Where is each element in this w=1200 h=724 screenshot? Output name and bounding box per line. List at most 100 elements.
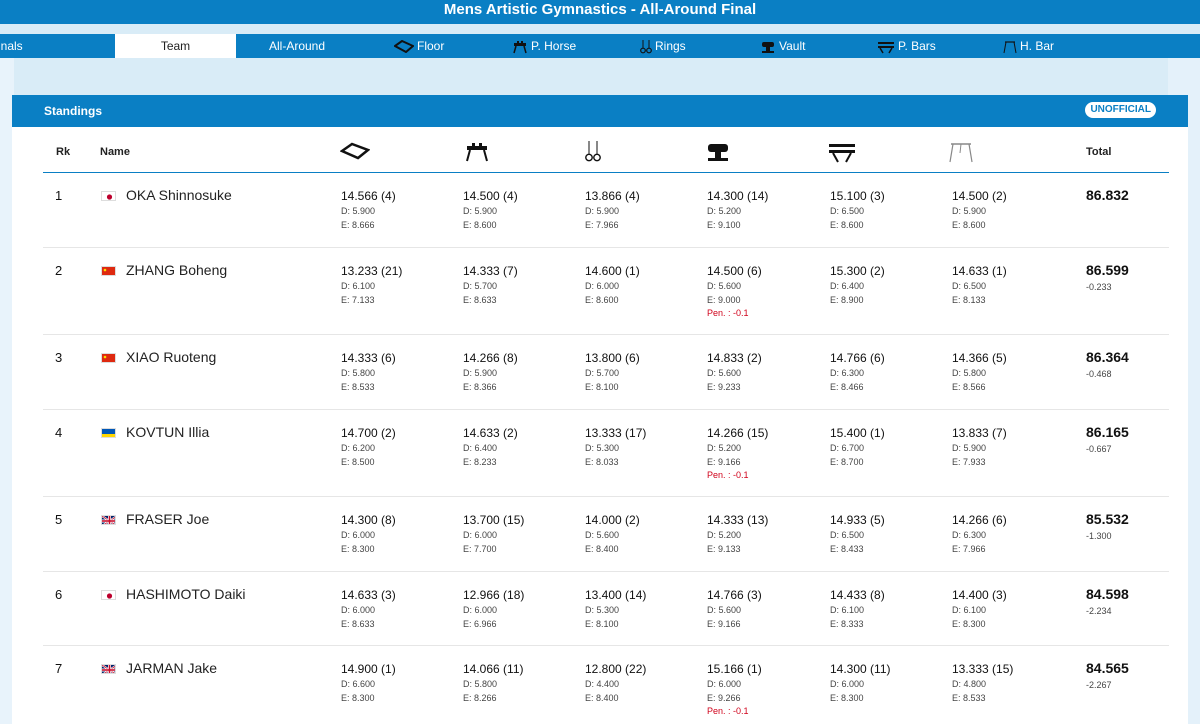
- apparatus-score-pommel-horse: 13.700 (15) D: 6.000 E: 7.700: [463, 513, 573, 555]
- d-score: D: 6.000: [707, 679, 742, 689]
- athlete-name[interactable]: JARMAN Jake: [126, 660, 218, 676]
- d-score: D: 6.000: [463, 530, 498, 540]
- rank: 6: [55, 587, 63, 602]
- status-badge: UNOFFICIAL: [1085, 102, 1156, 118]
- tab-vault[interactable]: Vault: [760, 34, 805, 58]
- athlete-name[interactable]: OKA Shinnosuke: [126, 187, 232, 203]
- apparatus-score-parallel-bars: 15.400 (1) D: 6.700 E: 8.700: [830, 426, 940, 468]
- apparatus-score-vault: 14.300 (14) D: 5.200 E: 9.100: [707, 189, 817, 231]
- e-score: E: 7.700: [463, 544, 497, 554]
- e-score: E: 8.633: [341, 619, 375, 629]
- apparatus-score-pommel-horse: 14.266 (8) D: 5.900 E: 8.366: [463, 351, 573, 393]
- apparatus-score-rings: 14.000 (2) D: 5.600 E: 8.400: [585, 513, 695, 555]
- score: 15.100 (3): [830, 189, 885, 203]
- score: 14.700 (2): [341, 426, 396, 440]
- parallel-bars-icon: [828, 141, 856, 163]
- apparatus-score-parallel-bars: 15.100 (3) D: 6.500 E: 8.600: [830, 189, 940, 231]
- score: 14.300 (14): [707, 189, 769, 203]
- tab-all-around[interactable]: All-Around: [236, 34, 358, 58]
- d-score: D: 5.300: [585, 443, 620, 453]
- penalty: Pen. : -0.1: [707, 706, 749, 716]
- d-score: D: 6.700: [830, 443, 865, 453]
- table-row[interactable]: 1 OKA Shinnosuke 14.566 (4) D: 5.900 E: 8.66…: [43, 173, 1169, 248]
- total-value: 86.364: [1086, 349, 1129, 365]
- e-score: E: 8.600: [830, 220, 864, 230]
- total-gap: -2.234: [1086, 606, 1112, 616]
- rank: 3: [55, 350, 63, 365]
- apparatus-score-high-bar: 13.333 (15) D: 4.800 E: 8.533: [952, 662, 1062, 704]
- score: 14.000 (2): [585, 513, 640, 527]
- athlete-name[interactable]: FRASER Joe: [126, 511, 210, 527]
- score: 14.500 (6): [707, 264, 762, 278]
- athlete-name[interactable]: KOVTUN Illia: [126, 424, 210, 440]
- apparatus-score-vault: 14.766 (3) D: 5.600 E: 9.166: [707, 588, 817, 630]
- tab-finals[interactable]: inals: [0, 39, 23, 53]
- score: 14.500 (2): [952, 189, 1007, 203]
- total-value: 84.565: [1086, 660, 1129, 676]
- penalty: Pen. : -0.1: [707, 470, 749, 480]
- athlete-name[interactable]: HASHIMOTO Daiki: [126, 586, 246, 602]
- d-score: D: 6.500: [830, 530, 865, 540]
- japan-flag: [101, 191, 116, 201]
- d-score: D: 5.700: [585, 368, 620, 378]
- d-score: D: 5.900: [463, 368, 498, 378]
- vault-icon: [705, 141, 731, 163]
- china-flag: [101, 353, 116, 363]
- total-gap: -1.300: [1086, 531, 1112, 541]
- e-score: E: 8.266: [463, 693, 497, 703]
- total-score: 84.565 -2.267: [1086, 660, 1166, 690]
- apparatus-score-floor: 13.233 (21) D: 6.100 E: 7.133: [341, 264, 451, 306]
- score: 13.700 (15): [463, 513, 525, 527]
- tab-high-bar[interactable]: H. Bar: [1003, 34, 1054, 58]
- total-score: 86.364 -0.468: [1086, 349, 1166, 379]
- e-score: E: 8.033: [585, 457, 619, 467]
- total-gap: -0.233: [1086, 282, 1112, 292]
- d-score: D: 5.900: [585, 206, 620, 216]
- score: 15.300 (2): [830, 264, 885, 278]
- score: 14.266 (15): [707, 426, 769, 440]
- tab-pommel-horse[interactable]: P. Horse: [512, 34, 576, 58]
- total-gap: -0.468: [1086, 369, 1112, 379]
- apparatus-score-vault: 14.833 (2) D: 5.600 E: 9.233: [707, 351, 817, 393]
- rank: 1: [55, 188, 63, 203]
- tab-parallel-bars[interactable]: P. Bars: [877, 34, 936, 58]
- total-score: 86.599 -0.233: [1086, 262, 1166, 292]
- score: 13.333 (15): [952, 662, 1014, 676]
- apparatus-score-high-bar: 14.400 (3) D: 6.100 E: 8.300: [952, 588, 1062, 630]
- score: 14.566 (4): [341, 189, 396, 203]
- table-row[interactable]: 7 JARMAN Jake 14.900 (1) D: 6.600 E: 8.300 14…: [43, 646, 1169, 724]
- d-score: D: 5.800: [341, 368, 376, 378]
- d-score: D: 6.000: [830, 679, 865, 689]
- tab-floor[interactable]: Floor: [394, 34, 444, 58]
- d-score: D: 5.800: [463, 679, 498, 689]
- e-score: E: 9.000: [707, 295, 741, 305]
- score: 14.900 (1): [341, 662, 396, 676]
- uk-flag: [101, 515, 116, 525]
- table-row[interactable]: 3 XIAO Ruoteng 14.333 (6) D: 5.800 E: 8.533 1…: [43, 335, 1169, 410]
- table-row[interactable]: 2 ZHANG Boheng 13.233 (21) D: 6.100 E: 7.133…: [43, 248, 1169, 335]
- score: 14.600 (1): [585, 264, 640, 278]
- e-score: E: 8.233: [463, 457, 497, 467]
- pommel-horse-icon: [512, 40, 528, 54]
- d-score: D: 5.900: [952, 443, 987, 453]
- apparatus-score-floor: 14.300 (8) D: 6.000 E: 8.300: [341, 513, 451, 555]
- total-value: 86.599: [1086, 262, 1129, 278]
- score: 14.366 (5): [952, 351, 1007, 365]
- score: 12.800 (22): [585, 662, 647, 676]
- tab-rings[interactable]: Rings: [640, 34, 686, 58]
- table-row[interactable]: 6 HASHIMOTO Daiki 14.633 (3) D: 6.000 E: 8.6…: [43, 572, 1169, 646]
- athlete-name[interactable]: ZHANG Boheng: [126, 262, 228, 278]
- vault-icon: [760, 40, 776, 54]
- tab-team[interactable]: Team: [115, 34, 236, 58]
- total-value: 86.832: [1086, 187, 1129, 203]
- d-score: D: 6.100: [341, 281, 376, 291]
- score: 14.766 (6): [830, 351, 885, 365]
- score: 13.233 (21): [341, 264, 403, 278]
- e-score: E: 8.633: [463, 295, 497, 305]
- table-row[interactable]: 5 FRASER Joe 14.300 (8) D: 6.000 E: 8.300 13.…: [43, 497, 1169, 572]
- athlete-name[interactable]: XIAO Ruoteng: [126, 349, 217, 365]
- apparatus-score-parallel-bars: 14.433 (8) D: 6.100 E: 8.333: [830, 588, 940, 630]
- e-score: E: 8.300: [341, 693, 375, 703]
- table-row[interactable]: 4 KOVTUN Illia 14.700 (2) D: 6.200 E: 8.500 1…: [43, 410, 1169, 497]
- e-score: E: 7.933: [952, 457, 986, 467]
